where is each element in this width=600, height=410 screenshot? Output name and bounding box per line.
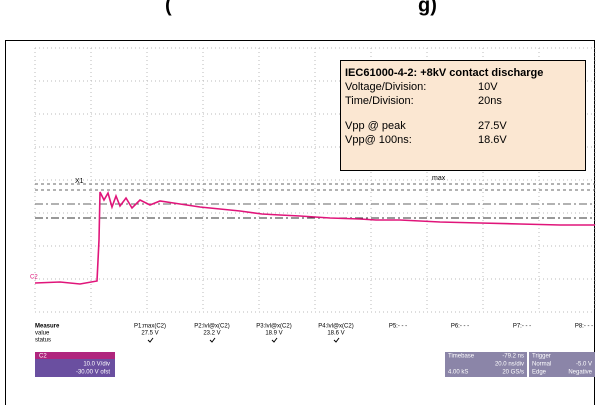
measure-param: P2:lvl@x(C2) [194, 324, 229, 330]
cursor-label: X1 [75, 178, 84, 185]
trigger-slope: Negative [568, 370, 592, 376]
waveform [34, 190, 595, 285]
info-value: 20ns [478, 95, 502, 107]
info-box [340, 60, 586, 171]
measure-param: P8:- - - [575, 324, 593, 330]
measure-value: 18.6 V [327, 331, 344, 337]
trigger-level: -5.0 V [576, 362, 592, 368]
title-fragment: ( [165, 0, 172, 16]
info-label: Vpp@ 100ns: [345, 134, 412, 146]
trigger-label: Trigger [532, 354, 551, 360]
measure-param: P1:max(C2) [134, 324, 166, 330]
timebase-rate: 20 GS/s [502, 370, 524, 376]
channel-offset: -30.00 V ofst [76, 370, 110, 376]
measure-row-label: value [35, 331, 50, 337]
channel-marker: C2 [30, 275, 38, 281]
timebase-samples: 4.00 kS [448, 370, 468, 376]
info-value: 18.6V [478, 134, 507, 146]
timebase-div: 20.0 ns/div [495, 362, 524, 368]
measure-param: P5:- - - [389, 324, 407, 330]
channel-name: C2 [39, 354, 47, 360]
measure-param: P7:- - - [513, 324, 531, 330]
status-check [147, 337, 154, 343]
cursor-label: max [432, 175, 446, 182]
measure-value: 23.2 V [203, 331, 220, 337]
info-label: Vpp @ peak [345, 120, 406, 132]
timebase-box [445, 352, 527, 377]
info-label: Time/Division: [345, 95, 414, 107]
measure-row-label: Measure [35, 324, 60, 330]
status-check [209, 337, 216, 343]
info-value: 27.5V [478, 120, 507, 132]
info-value: 10V [478, 81, 498, 93]
channel-box-header [35, 352, 115, 359]
measure-param: P6:- - - [451, 324, 469, 330]
info-rows: Voltage/Division: 10V Time/Division: 20ns Vp… [345, 81, 507, 146]
channel-scale: 10.0 V/div [83, 362, 110, 368]
info-label: Voltage/Division: [345, 81, 426, 93]
measure-value: 27.5 V [141, 331, 158, 337]
timebase-label: Timebase [448, 354, 475, 360]
timebase-delay: -79.2 ns [502, 354, 524, 360]
measure-param: P4:lvl@x(C2) [318, 324, 353, 330]
measure-value: 18.9 V [265, 331, 282, 337]
trigger-type: Edge [532, 370, 547, 376]
trigger-mode: Normal [532, 362, 551, 368]
info-title: IEC61000-4-2: +8kV contact discharge [345, 67, 543, 79]
status-check [333, 337, 340, 343]
measure-param: P3:lvl@x(C2) [256, 324, 291, 330]
measure-row-label: status [35, 338, 51, 344]
title-fragment: g) [418, 0, 437, 16]
status-check [271, 337, 278, 343]
trigger-box [529, 352, 595, 377]
